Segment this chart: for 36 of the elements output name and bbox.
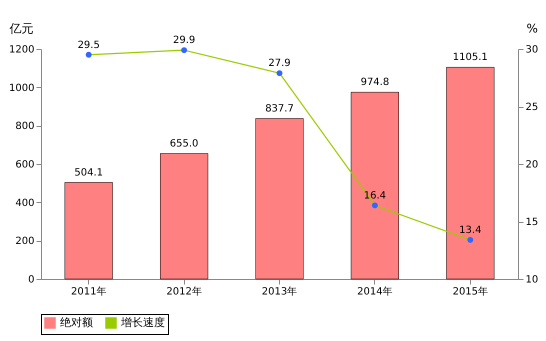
data-label: 655.0 (170, 138, 198, 150)
legend-label: 增长速度 (120, 316, 165, 329)
data-label: 1105.1 (452, 52, 488, 64)
y-axis-title: 亿元 (8, 22, 34, 36)
data-label: 29.9 (172, 35, 196, 46)
x-tick-label: 2013年 (262, 286, 298, 298)
y-tick-label: 800 (15, 121, 34, 132)
bar (64, 182, 113, 280)
data-label: 504.1 (74, 167, 104, 178)
data-label: 29.5 (78, 40, 100, 51)
data-label: 837.7 (265, 103, 294, 114)
y2-tick-label: 10 (526, 274, 538, 286)
data-label: 27.9 (268, 58, 291, 70)
data-label: 13.4 (459, 224, 482, 236)
y-tick-label: 0 (28, 274, 34, 286)
bar (160, 153, 208, 280)
x-tick-label: 2011年 (70, 286, 106, 298)
bar (350, 92, 399, 280)
y2-tick-label: 25 (526, 102, 538, 113)
bar (446, 66, 494, 280)
x-tick-label: 2012年 (166, 286, 202, 298)
y-tick-label: 200 (15, 236, 34, 248)
data-label: 16.4 (364, 190, 386, 202)
data-label: 974.8 (360, 77, 390, 88)
y2-axis-title: % (526, 22, 538, 36)
y-tick-label: 400 (15, 198, 34, 209)
y2-tick-label: 15 (526, 217, 538, 228)
y-tick-label: 600 (15, 160, 34, 170)
y2-tick-label: 30 (526, 44, 538, 56)
legend-label: 绝对额 (60, 316, 93, 329)
bar (255, 118, 304, 280)
x-tick-label: 2014年 (357, 286, 393, 298)
y-tick-label: 1200 (9, 44, 34, 56)
y2-tick-label: 20 (526, 160, 538, 170)
x-tick-label: 2015年 (452, 286, 488, 298)
y-tick-label: 1000 (9, 82, 34, 94)
